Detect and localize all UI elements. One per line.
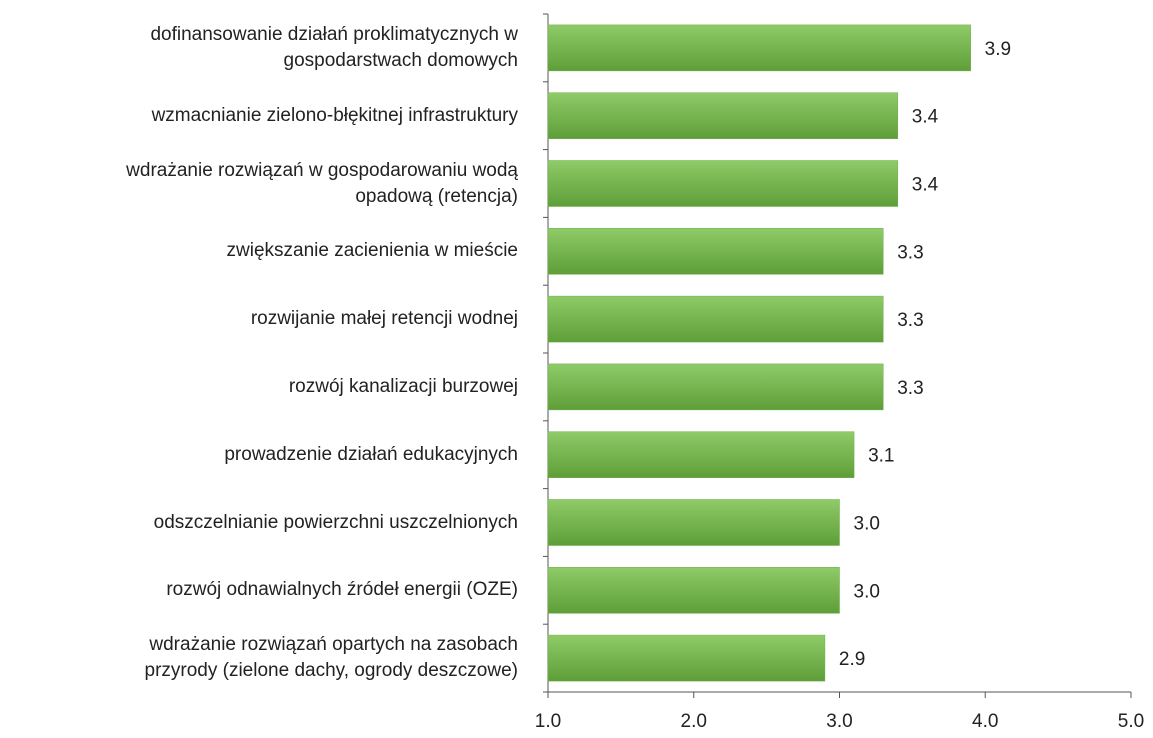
category-label: rozwijanie małej retencji wodnej (250, 308, 518, 330)
x-tick-label: 2.0 (681, 711, 707, 732)
value-label: 3.4 (912, 175, 939, 196)
value-label: 3.9 (985, 39, 1011, 60)
category-label: wdrażanie rozwiązań opartych na zasobach… (144, 634, 519, 682)
value-label: 3.3 (897, 378, 923, 399)
x-tick-label: 1.0 (535, 711, 561, 732)
bar (547, 24, 971, 72)
bar (547, 431, 855, 478)
category-label: wzmacnianie zielono-błękitnej infrastruk… (151, 104, 518, 126)
value-label: 3.4 (912, 107, 939, 128)
bar (547, 228, 884, 275)
value-label: 3.0 (854, 514, 880, 535)
bar (547, 160, 899, 207)
category-label: rozwój kanalizacji burzowej (288, 375, 518, 397)
category-label: zwiększanie zacienienia w mieście (226, 240, 518, 262)
value-label: 2.9 (839, 649, 865, 670)
bar (547, 499, 840, 546)
value-label: 3.3 (897, 242, 923, 263)
bar (547, 567, 840, 614)
bar (547, 295, 884, 343)
bar (547, 634, 826, 682)
category-label: wdrażanie rozwiązań w gospodarowaniu wod… (126, 159, 518, 207)
x-tick-label: 4.0 (972, 711, 998, 732)
category-label: prowadzenie działań edukacyjnych (224, 443, 518, 465)
bar (547, 92, 899, 139)
value-label: 3.1 (868, 446, 894, 467)
category-label: rozwój odnawialnych źródeł energii (OZE) (166, 579, 518, 601)
x-tick-label: 3.0 (826, 711, 852, 732)
category-label: odszczelnianie powierzchni uszczelnionyc… (153, 511, 518, 533)
x-tick-label: 5.0 (1118, 711, 1144, 732)
value-label: 3.3 (897, 310, 923, 331)
value-label: 3.0 (854, 581, 880, 602)
bar (547, 363, 884, 411)
category-label: dofinansowanie działań proklimatycznych … (150, 23, 518, 71)
